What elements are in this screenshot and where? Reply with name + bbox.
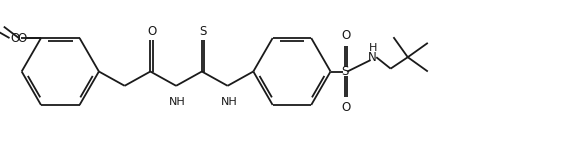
Text: NH: NH <box>169 97 186 107</box>
Text: S: S <box>341 65 348 78</box>
Text: O: O <box>11 32 20 45</box>
Text: O: O <box>342 101 351 114</box>
Text: H: H <box>369 43 378 53</box>
Text: O: O <box>147 25 157 38</box>
Text: NH: NH <box>220 97 237 107</box>
Text: O: O <box>342 29 351 42</box>
Text: O: O <box>18 32 27 45</box>
Text: S: S <box>200 25 207 38</box>
Text: N: N <box>367 51 376 64</box>
